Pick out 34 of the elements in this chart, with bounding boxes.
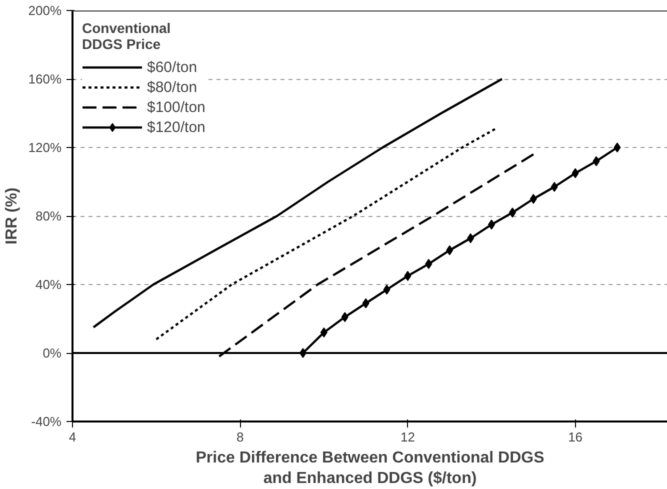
point [488, 220, 496, 230]
legend-label: $120/ton [147, 118, 206, 136]
legend-label: $100/ton [147, 98, 206, 116]
line-series [92, 78, 504, 328]
legend-title: Conventional DDGS Price [82, 20, 172, 52]
point [383, 284, 390, 295]
point [320, 327, 328, 338]
point [341, 312, 348, 322]
x-tick-label: 12 [400, 430, 415, 444]
y-tick-label: 80% [35, 208, 62, 224]
y-axis-title: IRR (%) [3, 188, 20, 244]
point [425, 258, 432, 269]
point [362, 298, 370, 308]
x-tick-label: 16 [568, 430, 583, 444]
y-tick-label: 120% [28, 140, 62, 155]
x-tick-label: 4 [68, 430, 76, 444]
point [404, 270, 412, 281]
y-tick-label: 160% [28, 72, 62, 86]
y-tick-label: 0% [42, 346, 62, 360]
point [446, 245, 454, 256]
legend-label: $60/ton [147, 58, 198, 76]
point [572, 168, 579, 178]
x-tick-label: 8 [236, 430, 244, 444]
point [508, 208, 516, 218]
y-tick-label: 200% [28, 3, 62, 18]
point [592, 156, 600, 166]
y-tick-label: 40% [35, 277, 62, 292]
point [530, 194, 537, 204]
point [614, 142, 621, 152]
point [550, 182, 558, 192]
legend-label: $80/ton [147, 78, 198, 96]
point [467, 233, 474, 244]
y-tick-label: -40% [31, 414, 62, 429]
x-axis-title: Price Difference Between Conventional DDGS and Enhanced DDGS ($/ton) [196, 450, 545, 487]
